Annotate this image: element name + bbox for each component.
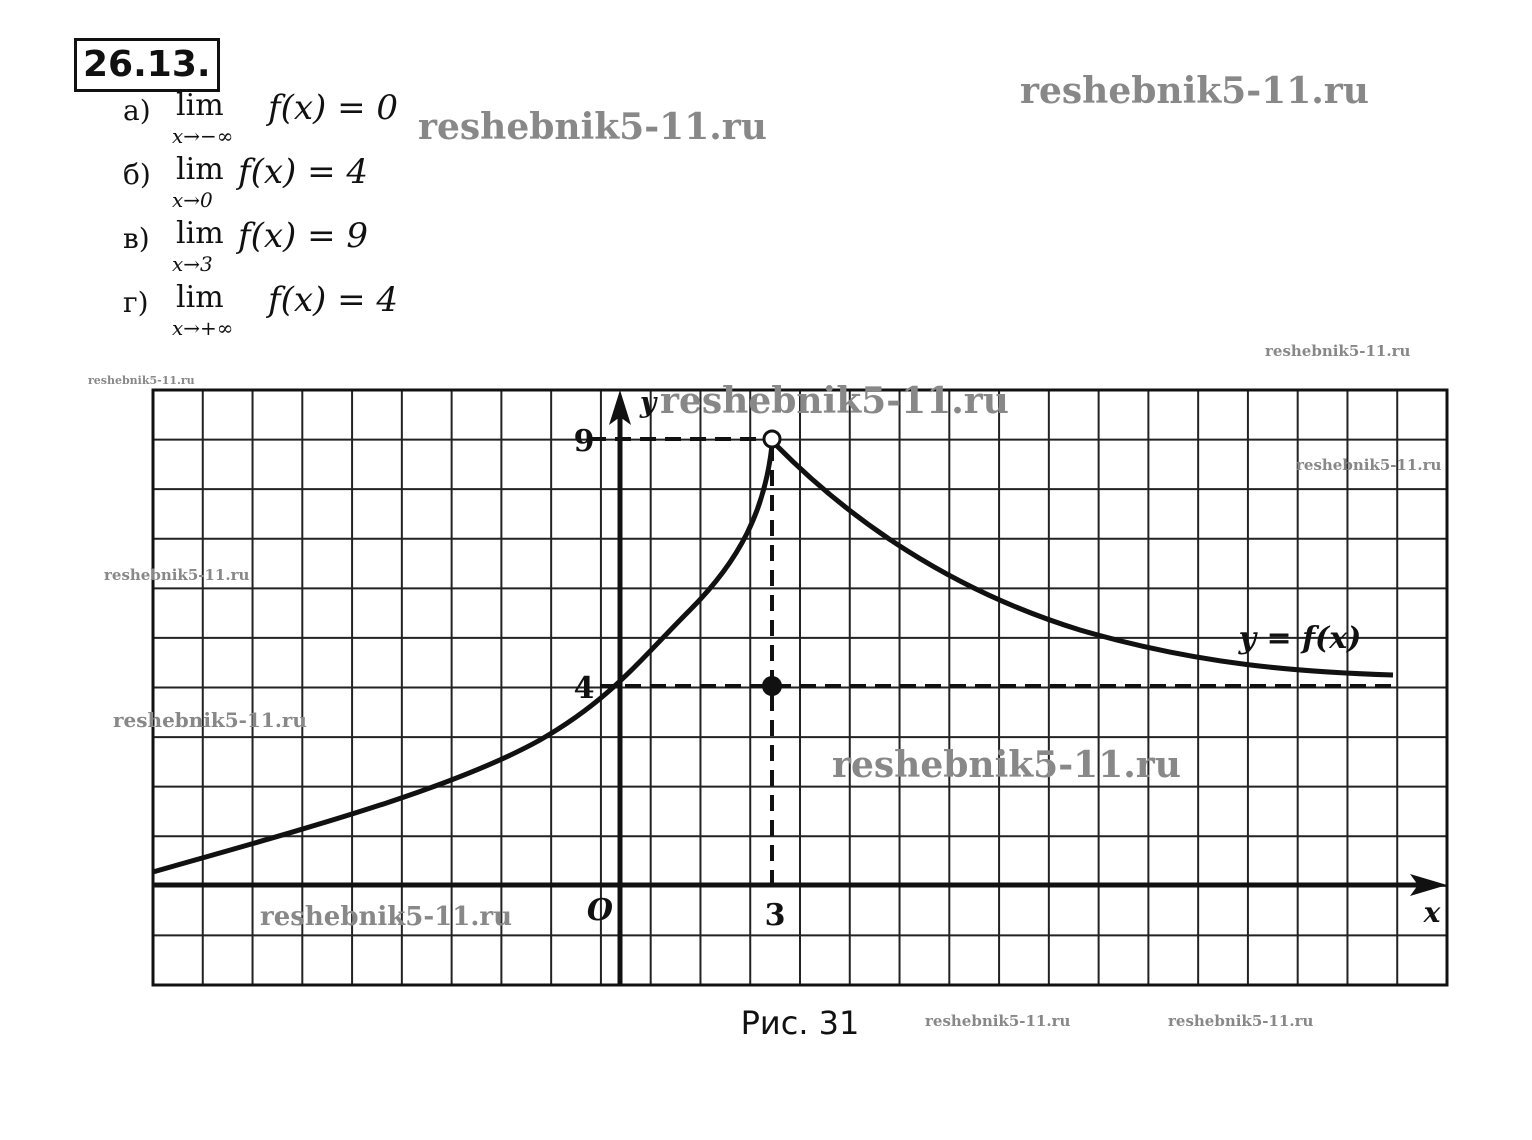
lim: lim (176, 88, 224, 123)
watermark: reshebnik5-11.ru (260, 902, 513, 932)
watermark: reshebnik5-11.ru (832, 744, 1181, 786)
item-label: б) (123, 158, 151, 191)
origin-label: O (587, 893, 613, 928)
filled-point (762, 676, 782, 696)
expr: f(x) = 0 (268, 88, 399, 128)
expr: f(x) = 9 (238, 216, 369, 256)
watermark: reshebnik5-11.ru (1168, 1012, 1314, 1030)
lim: lim (176, 280, 224, 315)
caption: Рис. 31 (741, 1004, 860, 1042)
problem-number: 26.13. (74, 38, 220, 92)
lim: lim (176, 152, 224, 187)
curve-label: y = f(x) (1238, 621, 1362, 656)
item-label: г) (123, 286, 149, 319)
watermark: reshebnik5-11.ru (1265, 342, 1411, 360)
x-arrow (1410, 874, 1447, 896)
watermark: reshebnik5-11.ru (418, 106, 767, 148)
watermark: reshebnik5-11.ru (104, 566, 250, 584)
expr: f(x) = 4 (268, 280, 399, 320)
watermark: reshebnik5-11.ru (1296, 456, 1442, 474)
watermark: reshebnik5-11.ru (660, 380, 1009, 422)
watermark: reshebnik5-11.ru (1020, 70, 1369, 112)
watermark: reshebnik5-11.ru (88, 374, 195, 387)
lim: lim (176, 216, 224, 251)
watermark: reshebnik5-11.ru (113, 708, 307, 732)
y-arrow (609, 390, 631, 425)
lim-sub: x→+∞ (172, 316, 234, 340)
watermark: reshebnik5-11.ru (925, 1012, 1071, 1030)
curve-left (152, 444, 775, 875)
lim-sub: x→3 (172, 252, 213, 276)
x-tick-label: 3 (765, 898, 786, 933)
open-point (762, 429, 782, 449)
y-tick-label: 9 (574, 424, 595, 459)
y-label: y (639, 386, 658, 419)
expr: f(x) = 4 (238, 152, 369, 192)
x-label: x (1423, 896, 1441, 929)
item-label: в) (123, 222, 150, 255)
lim-sub: x→0 (172, 188, 213, 212)
curve-right (774, 443, 1394, 678)
y-tick-label: 4 (574, 671, 595, 706)
lim-sub: x→−∞ (172, 124, 234, 148)
frame (151, 388, 1449, 987)
item-label: а) (123, 94, 151, 127)
